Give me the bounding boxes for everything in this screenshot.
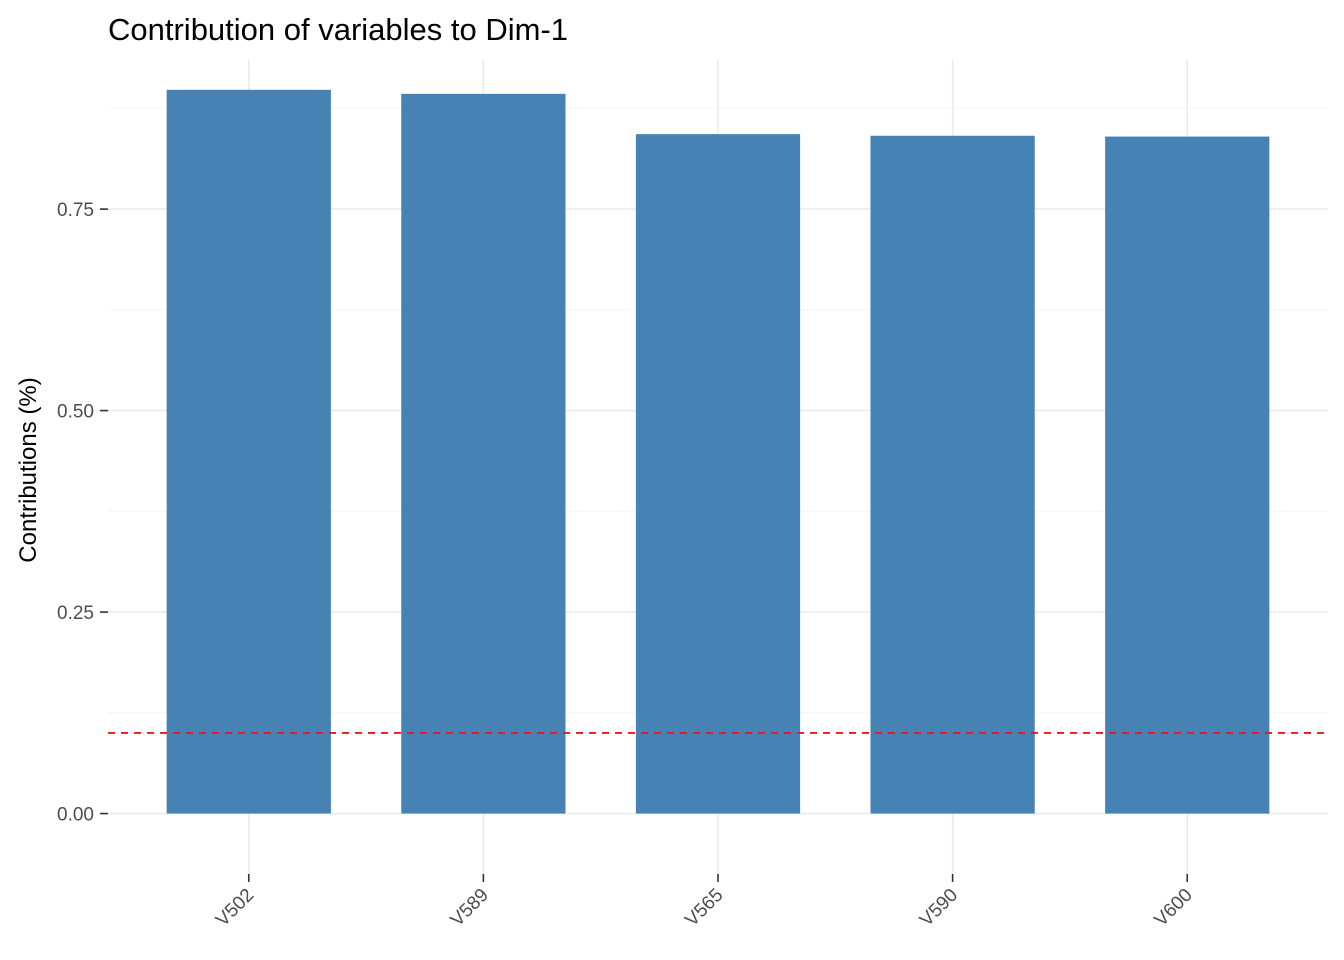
y-tick-label: 0.50 [57,402,94,423]
x-tick-label: V502 [212,885,258,931]
bar-v589 [401,93,566,814]
bar-v590 [870,135,1035,814]
y-axis: 0.00 0.25 0.50 0.75 [57,200,108,826]
y-axis-label: Contributions (%) [15,377,42,562]
x-tick-label: V589 [447,885,493,931]
bar-v600 [1105,136,1270,814]
bar-v565 [635,134,801,814]
bar-v502 [166,89,331,814]
x-tick-label: V590 [916,885,962,931]
chart-title: Contribution of variables to Dim-1 [108,12,568,47]
bars [166,89,1270,814]
y-tick-label: 0.75 [57,200,94,221]
x-tick-label: V565 [681,885,727,931]
x-tick-label: V600 [1151,885,1197,931]
y-tick-label: 0.25 [57,603,94,624]
y-tick-label: 0.00 [57,805,94,826]
x-axis: V502 V589 V565 V590 V600 [212,874,1197,931]
